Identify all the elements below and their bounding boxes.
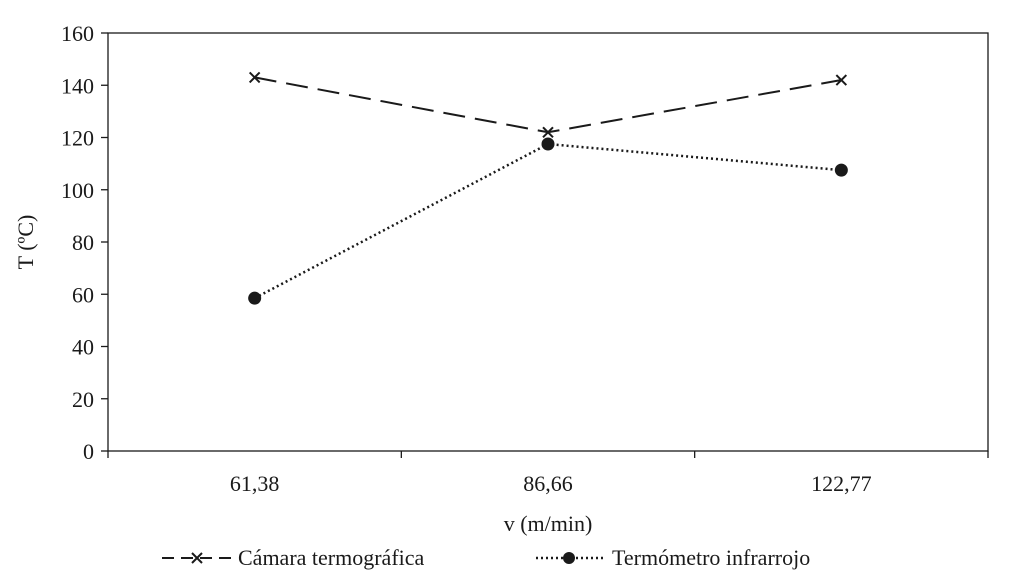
series-0-point-1 bbox=[542, 126, 554, 138]
y-tick-label: 80 bbox=[72, 230, 94, 255]
series-1-point-0 bbox=[248, 291, 262, 305]
plot-area bbox=[107, 32, 989, 452]
x-axis-label: v (m/min) bbox=[504, 511, 593, 536]
y-tick-label: 40 bbox=[72, 335, 94, 360]
series-line-1 bbox=[254, 142, 842, 300]
legend-x-marker-icon bbox=[191, 552, 203, 564]
y-tick-label: 160 bbox=[61, 21, 94, 46]
series-1-point-1 bbox=[541, 137, 555, 151]
legend-item-termometro: Termómetro infrarrojo bbox=[536, 545, 810, 570]
series-1-point-2 bbox=[834, 163, 848, 177]
y-tick-label: 140 bbox=[61, 73, 94, 98]
legend: Cámara termográfica Termómetro infrarroj… bbox=[162, 545, 810, 570]
y-axis-label: T (ºC) bbox=[13, 215, 38, 270]
y-axis: 0 20 40 60 80 100 120 140 160 bbox=[61, 21, 108, 464]
x-tick-label: 122,77 bbox=[811, 471, 872, 496]
legend-label-camara: Cámara termográfica bbox=[238, 545, 425, 570]
series-0-point-2 bbox=[835, 74, 848, 86]
y-tick-label: 100 bbox=[61, 178, 94, 203]
legend-circle-marker-icon bbox=[563, 552, 575, 564]
series-layer bbox=[248, 71, 848, 305]
x-tick-label: 86,66 bbox=[523, 471, 573, 496]
x-axis: 61,38 86,66 122,77 bbox=[107, 451, 989, 496]
y-tick-label: 120 bbox=[61, 126, 94, 151]
series-line-0 bbox=[254, 76, 842, 134]
legend-label-termometro: Termómetro infrarrojo bbox=[612, 545, 810, 570]
legend-item-camara: Cámara termográfica bbox=[162, 545, 425, 570]
series-0-point-0 bbox=[248, 71, 261, 84]
y-tick-label: 20 bbox=[72, 387, 94, 412]
y-tick-label: 60 bbox=[72, 282, 94, 307]
y-tick-label: 0 bbox=[83, 439, 94, 464]
x-tick-label: 61,38 bbox=[230, 471, 280, 496]
